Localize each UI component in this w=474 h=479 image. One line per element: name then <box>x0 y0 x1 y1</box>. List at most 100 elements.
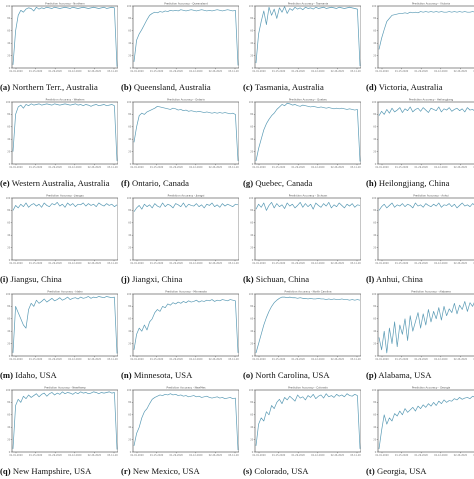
plot-title: Prediction Accuracy - Queensland <box>164 1 208 5</box>
accuracy-series-line <box>378 106 474 116</box>
plot-frame <box>132 293 239 357</box>
y-tick-label: 100 <box>6 101 11 104</box>
x-tick-label: 02-26-2020 <box>209 358 223 361</box>
x-tick-label: 01-01-2020 <box>252 262 266 265</box>
accuracy-series-line <box>133 105 239 161</box>
panel-tag: (k) <box>243 274 254 284</box>
panel-caption: (r) New Mexico, USA <box>121 466 200 476</box>
y-tick-label: 0 <box>252 67 254 70</box>
panel-region-name: Jiangsu, China <box>10 274 62 284</box>
y-tick-label: 60 <box>128 126 131 129</box>
y-tick-label: 40 <box>250 42 253 45</box>
panel-region-name: Northern Terr., Australia <box>12 82 98 92</box>
y-tick-label: 40 <box>7 426 10 429</box>
y-tick-label: 40 <box>373 138 376 141</box>
y-tick-label: 60 <box>128 318 131 321</box>
y-tick-label: 100 <box>372 293 377 296</box>
chart-panel: Prediction Accuracy - Georgia 0 20 40 60 80 10… <box>366 384 474 479</box>
x-tick-label: 01-01-2020 <box>252 166 266 169</box>
plot-frame <box>11 293 118 357</box>
y-tick-label: 60 <box>7 222 10 225</box>
panel-region-name: Idaho, USA <box>15 370 57 380</box>
plot-title: Prediction Accuracy - Minnesota <box>165 289 207 293</box>
y-tick-label: 60 <box>373 222 376 225</box>
line-chart: Prediction Accuracy - North Carolina 0 20 4… <box>249 289 361 361</box>
x-tick-label: 01-01-2020 <box>130 358 144 361</box>
y-tick-label: 0 <box>130 451 132 454</box>
plot-title: Prediction Accuracy - Alabama <box>411 289 451 293</box>
chart-panel: Prediction Accuracy - Queensland 0 20 40 60 8… <box>121 0 239 95</box>
accuracy-series-line <box>378 11 474 50</box>
plot-frame <box>132 5 239 69</box>
panel-tag: (i) <box>0 274 9 284</box>
x-tick-label: 02-26-2020 <box>209 454 223 457</box>
x-tick-label: 02-12-2020 <box>311 166 325 169</box>
accuracy-series-line <box>12 296 118 354</box>
y-tick-label: 0 <box>375 259 377 262</box>
y-tick-label: 100 <box>372 197 377 200</box>
x-tick-label: 03-11-2020 <box>107 358 118 361</box>
y-tick-label: 20 <box>373 150 376 153</box>
panel-caption: (h) Heilongjiang, China <box>366 178 450 188</box>
y-tick-label: 20 <box>250 150 253 153</box>
line-chart: Prediction Accuracy - Queensland 0 20 40 60 8… <box>127 1 239 73</box>
y-tick-label: 100 <box>6 5 11 8</box>
y-tick-label: 60 <box>7 414 10 417</box>
x-tick-label: 02-26-2020 <box>331 262 345 265</box>
panel-region-name: Ontario, Canada <box>131 178 190 188</box>
y-tick-label: 60 <box>128 30 131 33</box>
plot-title: Prediction Accuracy - Heilongjiang <box>409 97 454 101</box>
plot-title: Prediction Accuracy - Victoria <box>412 1 450 5</box>
x-tick-label: 02-26-2020 <box>88 166 102 169</box>
y-tick-label: 40 <box>7 330 10 333</box>
x-tick-label: 02-12-2020 <box>189 166 203 169</box>
line-chart: Prediction Accuracy - NewHamp 0 20 40 60 80 10… <box>6 385 118 457</box>
x-tick-label: 02-12-2020 <box>311 454 325 457</box>
y-tick-label: 100 <box>127 5 132 8</box>
x-tick-label: 01-01-2020 <box>130 262 144 265</box>
y-tick-label: 60 <box>128 222 131 225</box>
panel-region-name: Anhui, China <box>376 274 423 284</box>
x-tick-label: 01-01-2020 <box>9 166 23 169</box>
panel-caption: (m) Idaho, USA <box>0 370 57 380</box>
y-tick-label: 80 <box>7 209 10 212</box>
y-tick-label: 80 <box>373 209 376 212</box>
x-tick-label: 02-12-2020 <box>311 70 325 73</box>
panel-caption: (e) Western Australia, Australia <box>0 178 110 188</box>
y-tick-label: 100 <box>6 197 11 200</box>
x-tick-label: 01-01-2020 <box>9 454 23 457</box>
y-tick-label: 20 <box>250 246 253 249</box>
x-tick-label: 01-29-2020 <box>292 358 306 361</box>
plot-frame <box>254 293 361 357</box>
panel-region-name: Alabama, USA <box>378 370 432 380</box>
chart-panel: Prediction Accuracy - Victoria 0 20 40 60 80 1… <box>366 0 474 95</box>
y-tick-label: 100 <box>127 293 132 296</box>
x-tick-label: 01-29-2020 <box>49 166 63 169</box>
x-tick-label: 01-15-2020 <box>29 358 43 361</box>
x-tick-label: 01-29-2020 <box>415 262 429 265</box>
accuracy-series-line <box>378 395 474 449</box>
plot-frame <box>254 5 361 69</box>
x-tick-label: 02-12-2020 <box>311 262 325 265</box>
x-tick-label: 01-15-2020 <box>272 70 286 73</box>
plot-frame <box>377 389 474 453</box>
x-tick-label: 01-15-2020 <box>29 262 43 265</box>
panel-region-name: Quebec, Canada <box>255 178 313 188</box>
chart-panel: Prediction Accuracy - Quebec 0 20 40 60 80 100… <box>243 96 361 191</box>
panel-caption: (d) Victoria, Australia <box>366 82 443 92</box>
plot-title: Prediction Accuracy - Western <box>46 97 85 101</box>
chart-panel: Prediction Accuracy - Ontario 0 20 40 60 80 10… <box>121 96 239 191</box>
panel-tag: (d) <box>366 82 377 92</box>
panel-caption: (b) Queensland, Australia <box>121 82 211 92</box>
x-tick-label: 02-12-2020 <box>189 358 203 361</box>
plot-title: Prediction Accuracy - Georgia <box>412 385 451 389</box>
plot-title: Prediction Accuracy - NewHamp <box>44 385 86 389</box>
y-tick-label: 20 <box>250 54 253 57</box>
y-tick-label: 20 <box>373 246 376 249</box>
x-tick-label: 03-11-2020 <box>107 166 118 169</box>
plot-frame <box>11 389 118 453</box>
y-tick-label: 60 <box>373 30 376 33</box>
accuracy-series-line <box>378 202 474 211</box>
y-tick-label: 0 <box>130 259 132 262</box>
y-tick-label: 40 <box>7 138 10 141</box>
